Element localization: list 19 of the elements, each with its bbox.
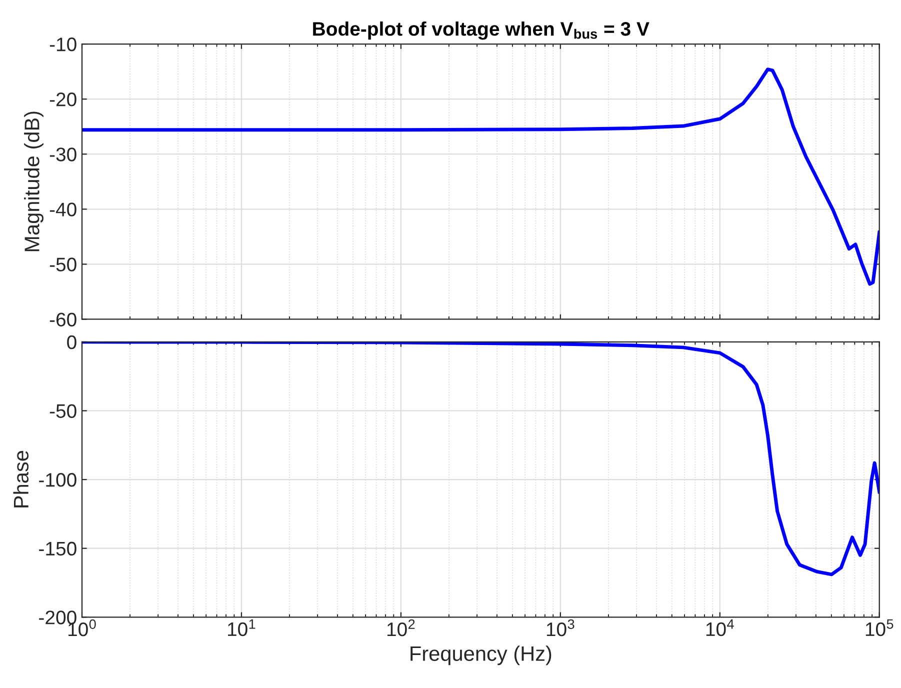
x-tick-label: 10$^{1}$ [228, 619, 256, 636]
y-tick-label: 0 [67, 335, 76, 350]
x-tick-label: 10$^{5}$ [866, 619, 894, 636]
y-axis-title: Magnitude (dB) [24, 112, 44, 252]
y-tick-label: -100 [39, 473, 76, 487]
chart-title: Bode-plot of voltage when V$_{bus}$ = 3 V [313, 22, 650, 40]
y-axis-title: Phase [13, 450, 29, 508]
y-tick-label: -50 [50, 258, 76, 272]
y-tick-label: -150 [39, 542, 76, 556]
y-tick-label: -20 [50, 92, 76, 106]
y-tick-label: -40 [50, 202, 76, 216]
y-tick-label: -10 [50, 38, 76, 52]
x-tick-label: 10$^{3}$ [546, 619, 574, 636]
y-tick-label: -50 [50, 404, 76, 418]
x-tick-label: 10$^{2}$ [387, 619, 415, 636]
x-axis-title: Frequency (Hz) [410, 646, 552, 666]
x-tick-label: 10$^{4}$ [706, 619, 734, 636]
y-tick-label: -60 [50, 312, 76, 326]
y-tick-label: -30 [50, 148, 76, 162]
